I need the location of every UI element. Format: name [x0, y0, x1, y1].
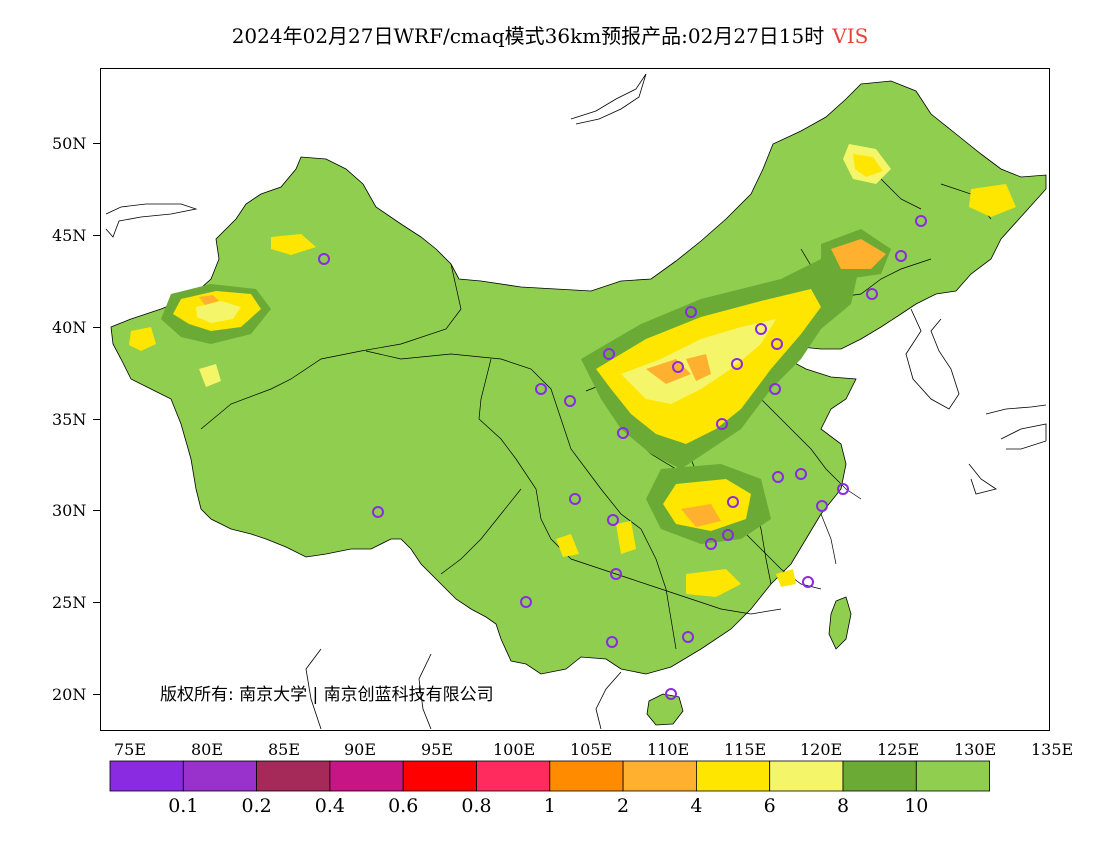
station-marker: [802, 576, 814, 588]
colorbar-swatch: [109, 760, 184, 792]
station-marker: [603, 348, 615, 360]
colorbar-swatch: [915, 760, 990, 792]
hainan-island: [646, 693, 684, 726]
station-marker: [607, 514, 619, 526]
colorbar-swatch: [622, 760, 697, 792]
colorbar-swatch: [182, 760, 258, 792]
colorbar-label: 2: [617, 795, 629, 817]
station-marker: [771, 338, 783, 350]
colorbar-swatch: [256, 760, 331, 792]
lon-tick-label: 85E: [268, 740, 301, 759]
lat-tick-label: 35N: [52, 410, 87, 429]
lon-tick-label: 100E: [493, 740, 536, 759]
colorbar-swatch: [476, 760, 551, 792]
station-marker: [816, 500, 828, 512]
lon-tick-label: 75E: [114, 740, 147, 759]
lon-tick-label: 90E: [344, 740, 377, 759]
lat-tick-label: 25N: [52, 593, 87, 612]
station-marker: [520, 596, 532, 608]
lon-tick-label: 105E: [570, 740, 613, 759]
station-marker: [610, 568, 622, 580]
colorbar-label: 0.8: [461, 795, 491, 817]
map-title: 2024年02月27日WRF/cmaq模式36km预报产品:02月27日15时 V…: [0, 20, 1100, 49]
lon-tick-label: 80E: [191, 740, 224, 759]
lat-tick-label: 45N: [52, 226, 87, 245]
station-marker: [665, 688, 677, 700]
stations: [318, 215, 927, 700]
station-marker: [685, 306, 697, 318]
colorbar-label: 4: [690, 795, 702, 817]
station-marker: [705, 538, 717, 550]
colorbar-label: 1: [544, 795, 556, 817]
japan-coastline: [968, 404, 1047, 495]
vis-patches: [129, 144, 1016, 597]
lon-tick-label: 115E: [724, 740, 767, 759]
indochina-coastline: [305, 648, 622, 730]
station-marker: [795, 468, 807, 480]
colorbar-label: 0.2: [241, 795, 271, 817]
station-marker: [564, 395, 576, 407]
sakhalin-coastline: [570, 73, 647, 125]
colorbar-swatch: [549, 760, 624, 792]
colorbar-swatch: [842, 760, 917, 792]
china-land: [110, 80, 1047, 675]
lon-tick-label: 130E: [954, 740, 997, 759]
station-marker: [772, 471, 784, 483]
station-marker: [535, 383, 547, 395]
station-marker: [716, 418, 728, 430]
korea-coastline: [905, 308, 960, 410]
lon-tick-label: 135E: [1031, 740, 1074, 759]
map-frame: [100, 68, 1050, 731]
colorbar-swatch: [769, 760, 844, 792]
station-marker: [672, 361, 684, 373]
station-marker: [722, 529, 734, 541]
lat-tick-label: 20N: [52, 685, 87, 704]
station-marker: [837, 483, 849, 495]
station-marker: [617, 427, 629, 439]
colorbar-label: 0.6: [388, 795, 418, 817]
colorbar-label: 6: [764, 795, 776, 817]
map-canvas: [105, 73, 1047, 730]
station-marker: [895, 250, 907, 262]
lat-tick-label: 40N: [52, 318, 87, 337]
lat-tick-label: 50N: [52, 134, 87, 153]
station-marker: [866, 288, 878, 300]
lon-tick-label: 110E: [647, 740, 690, 759]
station-marker: [372, 506, 384, 518]
station-marker: [682, 631, 694, 643]
colorbar-label: 0.4: [315, 795, 345, 817]
copyright-notice: 版权所有: 南京大学 | 南京创蓝科技有限公司: [160, 685, 494, 705]
station-marker: [755, 323, 767, 335]
colorbar-swatch: [696, 760, 771, 792]
colorbar-swatch: [402, 760, 477, 792]
title-variable: VIS: [832, 24, 869, 48]
title-text: 2024年02月27日WRF/cmaq模式36km预报产品:02月27日15时: [231, 24, 825, 48]
station-marker: [606, 636, 618, 648]
lake-balkhash: [105, 203, 198, 238]
colorbar-label: 0.1: [168, 795, 198, 817]
station-marker: [731, 358, 743, 370]
lat-tick-label: 30N: [52, 501, 87, 520]
taiwan-island: [828, 596, 852, 650]
station-marker: [727, 496, 739, 508]
colorbar-swatch: [329, 760, 404, 792]
lon-tick-label: 120E: [800, 740, 843, 759]
lon-tick-label: 95E: [421, 740, 454, 759]
colorbar-label: 8: [837, 795, 849, 817]
colorbar-label: 10: [904, 795, 928, 817]
station-marker: [318, 253, 330, 265]
station-marker: [769, 383, 781, 395]
lon-tick-label: 125E: [877, 740, 920, 759]
station-marker: [915, 215, 927, 227]
station-marker: [569, 493, 581, 505]
